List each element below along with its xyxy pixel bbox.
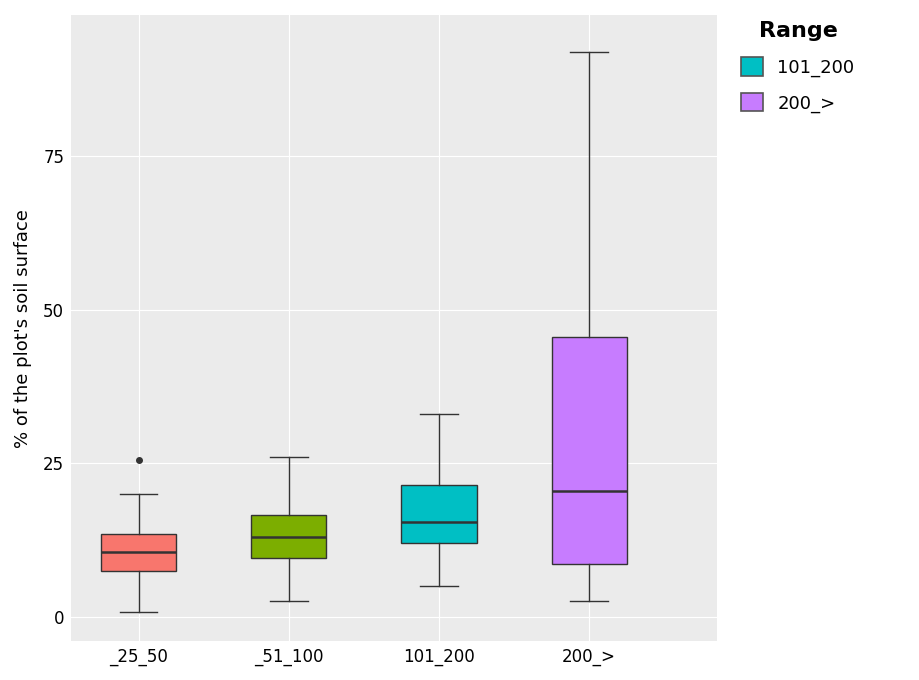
- Legend: 101_200, 200_>: 101_200, 200_>: [732, 12, 864, 122]
- Y-axis label: % of the plot's soil surface: % of the plot's soil surface: [14, 209, 32, 447]
- PathPatch shape: [251, 515, 326, 558]
- PathPatch shape: [101, 534, 176, 571]
- PathPatch shape: [551, 337, 627, 564]
- PathPatch shape: [402, 485, 477, 543]
